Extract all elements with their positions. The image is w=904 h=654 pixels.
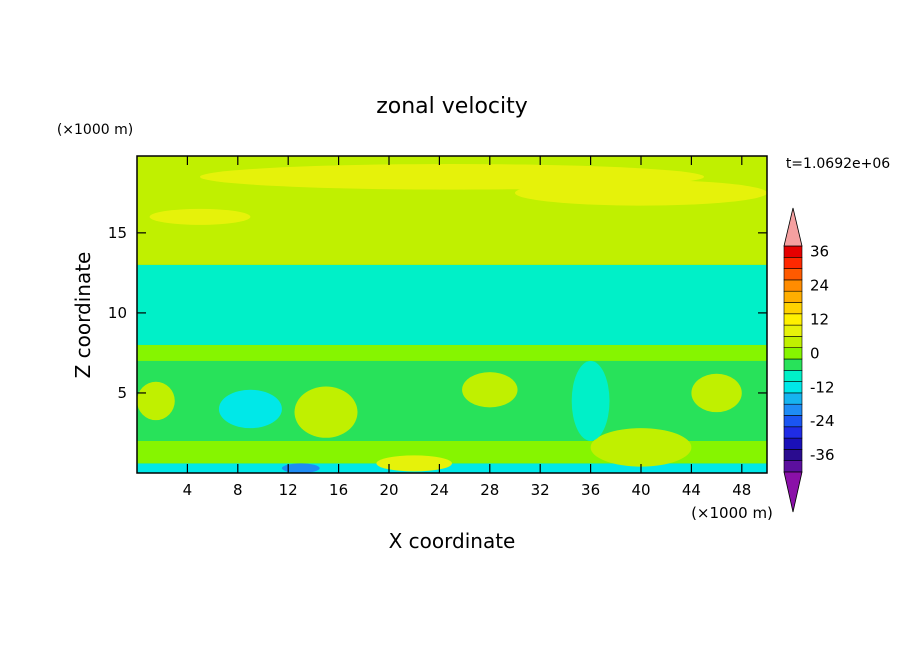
chart-title: zonal velocity xyxy=(376,94,528,119)
y-tick-label: 10 xyxy=(108,304,127,322)
x-tick-label: 36 xyxy=(581,481,600,499)
colorbar-swatch xyxy=(783,324,803,337)
colorbar-swatch xyxy=(783,460,803,473)
colorbar-swatch xyxy=(783,256,803,269)
colorbar-tick-label: -24 xyxy=(810,412,835,430)
colorbar-tick-label: -36 xyxy=(810,446,835,464)
colorbar-tick-label: 12 xyxy=(810,310,829,328)
colorbar-tick-label: -12 xyxy=(810,378,835,396)
colorbar-swatch xyxy=(783,426,803,439)
contour-layer-0 xyxy=(137,463,767,473)
x-tick-label: 32 xyxy=(531,481,550,499)
time-label: t=1.0692e+06 xyxy=(786,156,890,172)
y-tick-label: 15 xyxy=(108,224,127,242)
colorbar-swatch xyxy=(783,392,803,405)
contour-feature-7 xyxy=(571,360,610,441)
colorbar-swatch xyxy=(783,336,803,348)
plot-frame xyxy=(136,155,768,474)
x-tick-label: 12 xyxy=(279,481,298,499)
contour-features xyxy=(137,164,767,473)
x-axis-label: X coordinate xyxy=(389,529,516,553)
contour-feature-3 xyxy=(376,455,453,472)
x-tick-label: 8 xyxy=(233,481,243,499)
x-tick-label: 48 xyxy=(732,481,751,499)
contour-feature-0 xyxy=(294,386,358,438)
contour-feature-2 xyxy=(590,428,692,467)
y-axis: 5 10 15 xyxy=(108,224,767,402)
colorbar-swatch xyxy=(783,358,803,371)
x-tick-label: 28 xyxy=(480,481,499,499)
x-axis-unit: (×1000 m) xyxy=(691,504,773,522)
x-axis: 4 8 12 16 20 24 28 32 36 40 44 48 xyxy=(183,156,751,499)
colorbar-swatch xyxy=(783,245,803,258)
contour-layer-4 xyxy=(137,344,767,361)
x-tick-label: 20 xyxy=(379,481,398,499)
colorbar-swatch xyxy=(783,347,803,360)
colorbar-tick-label: 0 xyxy=(810,344,820,362)
x-tick-label: 44 xyxy=(682,481,701,499)
plot-area xyxy=(136,155,768,474)
y-tick-label: 5 xyxy=(117,384,127,402)
contour-feature-11 xyxy=(149,208,251,225)
colorbar-swatch xyxy=(783,279,803,292)
contour-feature-6 xyxy=(218,389,282,429)
colorbar-swatch xyxy=(783,369,803,382)
x-tick-label: 24 xyxy=(430,481,449,499)
colorbar-swatch xyxy=(783,437,803,450)
colorbar-over-arrow xyxy=(783,207,803,247)
contour-feature-4 xyxy=(137,381,175,421)
colorbar-swatch xyxy=(783,290,803,303)
colorbar-swatch xyxy=(783,415,803,428)
colorbar-swatch xyxy=(783,268,803,281)
colorbar-swatch xyxy=(783,449,803,461)
colorbar: 36 24 12 0 -12 -24 -36 xyxy=(783,207,835,513)
contour-feature-1 xyxy=(462,372,518,408)
contour-feature-5 xyxy=(691,373,742,413)
y-axis-label: Z coordinate xyxy=(71,252,95,379)
colorbar-swatch xyxy=(783,381,803,394)
colorbar-tick-label: 24 xyxy=(810,277,829,295)
x-tick-label: 4 xyxy=(183,481,193,499)
contour-layer-5 xyxy=(137,264,767,345)
colorbar-under-arrow xyxy=(783,471,803,513)
x-tick-label: 40 xyxy=(631,481,650,499)
colorbar-swatch xyxy=(783,313,803,326)
x-tick-label: 16 xyxy=(329,481,348,499)
y-axis-unit: (×1000 m) xyxy=(57,122,133,138)
colorbar-swatch xyxy=(783,302,803,315)
contour-feature-10 xyxy=(515,180,767,206)
colorbar-swatch xyxy=(783,403,803,416)
contour-feature-8 xyxy=(281,463,320,473)
colorbar-tick-label: 36 xyxy=(810,243,829,261)
